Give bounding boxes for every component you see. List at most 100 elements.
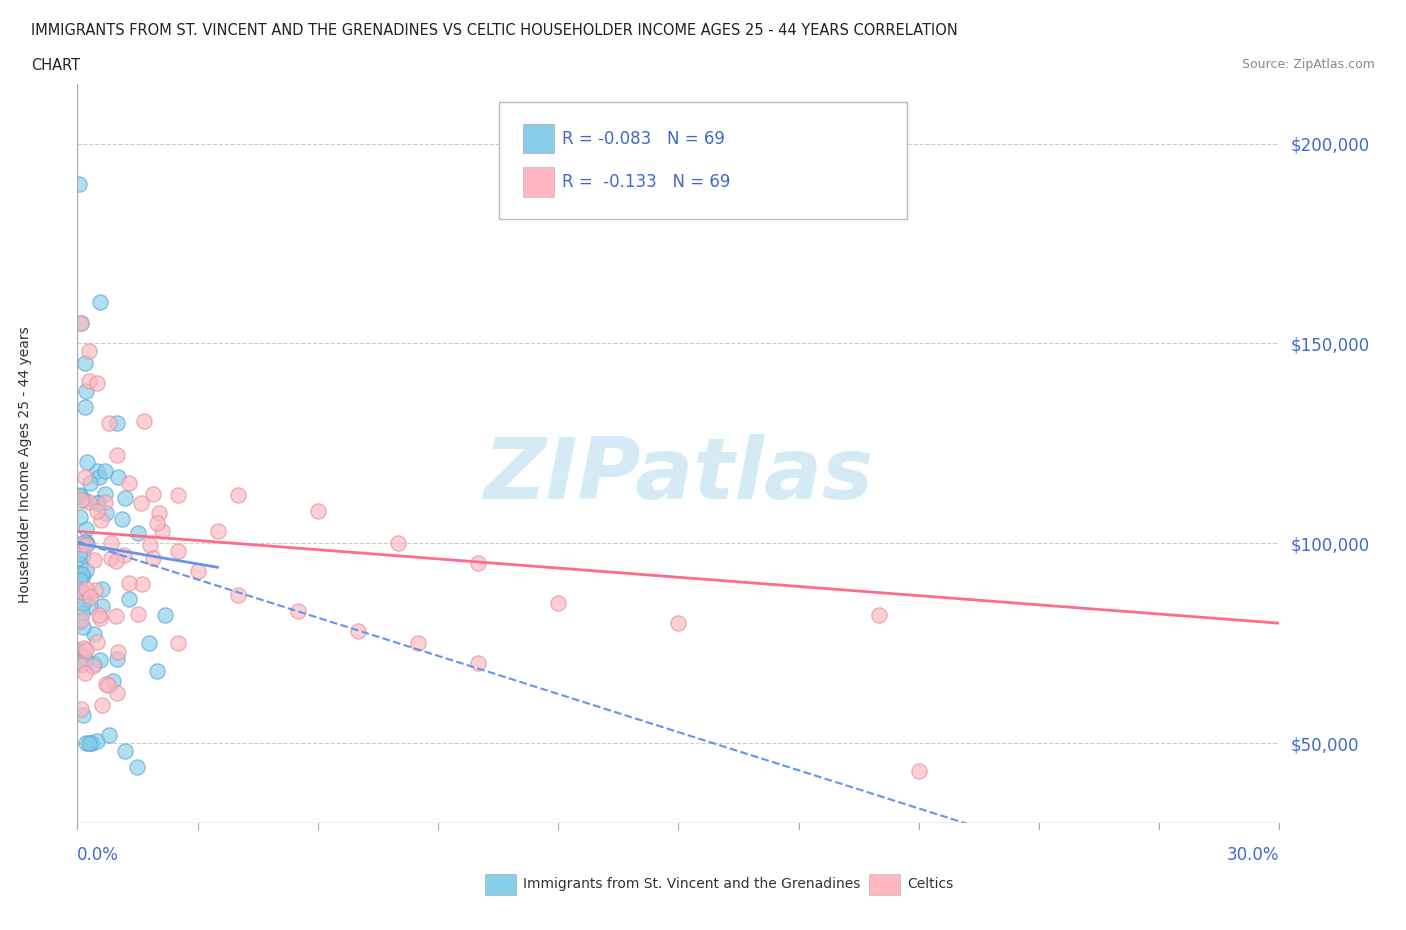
Point: [287, 604, 309, 618]
Point: [139, 538, 162, 552]
Point: [84, 583, 107, 598]
Point: [146, 664, 169, 679]
Point: [86, 734, 108, 749]
Point: [105, 652, 128, 667]
Point: [668, 616, 690, 631]
Point: [70, 701, 93, 716]
Point: [107, 448, 129, 463]
Point: [142, 487, 165, 502]
Point: [104, 609, 127, 624]
Text: Source: ZipAtlas.com: Source: ZipAtlas.com: [1241, 58, 1375, 71]
Point: [118, 476, 141, 491]
Point: [908, 764, 931, 778]
Point: [70, 316, 93, 331]
Point: [79, 495, 101, 510]
Text: Immigrants from St. Vincent and the Grenadines: Immigrants from St. Vincent and the Gren…: [523, 877, 860, 892]
Point: [69, 487, 91, 502]
Point: [96, 677, 118, 692]
Point: [75, 521, 97, 536]
Point: [80, 736, 103, 751]
Point: [79, 590, 101, 604]
Point: [69, 537, 91, 551]
Point: [207, 524, 229, 538]
Point: [105, 553, 128, 568]
Point: [75, 650, 97, 665]
Point: [67, 644, 90, 659]
Point: [98, 727, 121, 742]
Point: [72, 595, 94, 610]
Point: [76, 587, 98, 602]
Point: [100, 535, 122, 550]
Point: [67, 573, 90, 588]
Point: [166, 544, 188, 559]
Point: [73, 399, 96, 414]
Point: [83, 657, 105, 671]
Point: [112, 547, 135, 562]
Point: [148, 506, 170, 521]
Point: [83, 552, 105, 567]
Point: [69, 573, 91, 588]
Point: [127, 607, 149, 622]
Text: Householder Income Ages 25 - 44 years: Householder Income Ages 25 - 44 years: [18, 326, 32, 604]
Point: [79, 736, 101, 751]
Point: [107, 416, 129, 431]
Point: [131, 496, 153, 511]
Point: [67, 615, 90, 630]
Point: [73, 493, 96, 508]
Point: [467, 556, 489, 571]
Point: [75, 563, 97, 578]
Point: [131, 577, 153, 591]
Point: [72, 548, 94, 563]
Point: [73, 535, 96, 550]
Point: [127, 525, 149, 540]
Point: [79, 599, 101, 614]
Point: [70, 613, 93, 628]
Point: [86, 503, 108, 518]
Point: [347, 624, 370, 639]
Point: [138, 636, 160, 651]
Text: CHART: CHART: [31, 58, 80, 73]
Point: [86, 464, 108, 479]
Point: [91, 598, 114, 613]
Point: [75, 384, 97, 399]
Point: [118, 591, 141, 606]
Point: [406, 636, 429, 651]
Point: [127, 760, 149, 775]
Point: [89, 653, 111, 668]
Point: [72, 568, 94, 583]
Text: IMMIGRANTS FROM ST. VINCENT AND THE GRENADINES VS CELTIC HOUSEHOLDER INCOME AGES: IMMIGRANTS FROM ST. VINCENT AND THE GREN…: [31, 23, 957, 38]
Point: [226, 588, 249, 603]
Point: [87, 608, 110, 623]
Point: [166, 635, 188, 650]
Point: [67, 489, 90, 504]
Point: [72, 585, 94, 600]
Point: [90, 581, 112, 596]
Point: [868, 608, 890, 623]
Point: [94, 495, 117, 510]
Point: [70, 493, 93, 508]
Text: Celtics: Celtics: [907, 877, 953, 892]
Point: [72, 619, 94, 634]
Point: [79, 736, 101, 751]
Point: [75, 535, 97, 550]
Point: [90, 512, 112, 527]
Point: [89, 611, 111, 626]
Point: [100, 551, 122, 565]
Point: [70, 658, 93, 672]
Point: [75, 581, 97, 596]
Point: [67, 565, 90, 580]
Point: [90, 698, 112, 712]
Point: [75, 665, 97, 680]
Point: [82, 659, 104, 674]
Point: [70, 605, 93, 620]
Point: [79, 344, 101, 359]
Point: [86, 496, 108, 511]
Point: [307, 504, 329, 519]
Point: [67, 176, 90, 191]
Point: [86, 635, 108, 650]
Point: [70, 537, 93, 551]
Point: [94, 464, 117, 479]
Point: [87, 496, 110, 511]
Point: [76, 536, 98, 551]
Point: [69, 510, 91, 525]
